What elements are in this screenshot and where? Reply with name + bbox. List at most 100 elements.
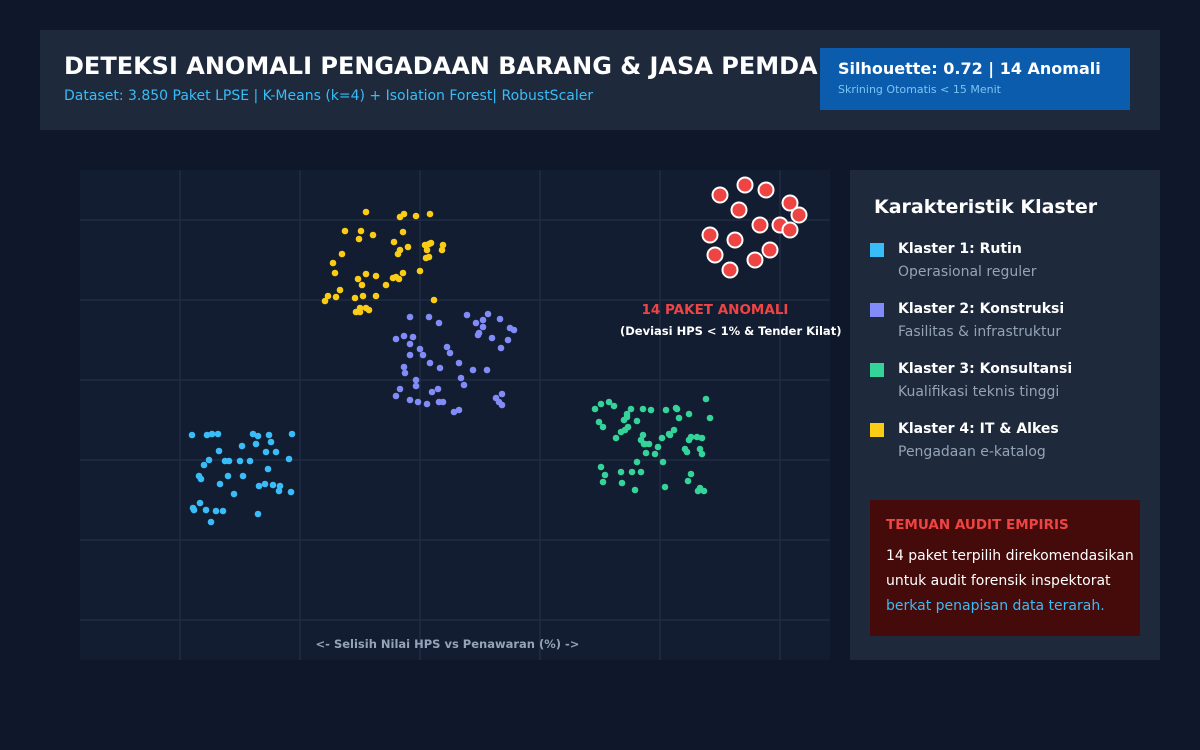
cluster-swatch [870,423,884,437]
data-point [647,406,655,414]
data-point [683,448,691,456]
data-point [406,396,414,404]
cluster-item-it-alkes: Klaster 4: IT & Alkes Pengadaan e-katalo… [870,420,1150,470]
data-point [662,406,670,414]
anomaly-point [751,216,769,234]
data-point [332,293,340,301]
data-point [329,259,337,267]
data-point [597,463,605,471]
data-point [434,385,442,393]
data-point [419,351,427,359]
data-point [324,292,332,300]
data-point [189,504,197,512]
data-point [438,246,446,254]
data-point [208,430,216,438]
data-point [392,335,400,343]
data-point [212,507,220,515]
data-point [285,455,293,463]
data-point [661,483,669,491]
data-point [637,468,645,476]
data-points [188,176,808,526]
data-point [610,402,618,410]
data-point [426,359,434,367]
data-point [641,440,649,448]
data-point [416,345,424,353]
anomaly-point [701,226,719,244]
data-point [414,398,422,406]
cluster-swatch [870,303,884,317]
data-point [670,426,678,434]
audit-highlight: berkat penapisan data terarah. [886,598,1105,614]
cluster-desc: Kualifikasi teknis tinggi [898,384,1060,400]
data-point [685,436,693,444]
data-point [238,442,246,450]
data-point [412,212,420,220]
data-point [287,488,295,496]
data-point [425,253,433,261]
data-point [400,363,408,371]
data-point [382,281,390,289]
data-point [389,274,397,282]
data-point [369,231,377,239]
data-point [355,235,363,243]
data-point [406,351,414,359]
data-point [654,443,662,451]
anomaly-point [736,176,754,194]
data-point [338,250,346,258]
data-point [428,388,436,396]
anomaly-point [730,201,748,219]
data-point [591,405,599,413]
cluster-item-rutin: Klaster 1: Rutin Operasional reguler [870,240,1150,290]
cluster-desc: Fasilitas & infrastruktur [898,324,1062,340]
data-point [416,267,424,275]
data-point [423,246,431,254]
data-point [425,313,433,321]
data-point [685,410,693,418]
data-point [205,456,213,464]
data-point [460,381,468,389]
data-point [446,349,454,357]
data-point [698,434,706,442]
data-point [203,431,211,439]
data-point [595,418,603,426]
data-point [601,471,609,479]
data-point [254,432,262,440]
data-point [687,470,695,478]
data-point [400,332,408,340]
data-point [642,449,650,457]
data-point [261,480,269,488]
anomaly-label: 14 PAKET ANOMALI [641,302,789,318]
data-point [631,486,639,494]
cluster-item-konstruksi: Klaster 2: Konstruksi Fasilitas & infras… [870,300,1150,350]
data-point [362,208,370,216]
data-point [365,306,373,314]
data-point [436,364,444,372]
anomaly-point [746,251,764,269]
data-point [246,457,254,465]
data-point [406,313,414,321]
data-point [406,340,414,348]
cluster-name: Klaster 2: Konstruksi [898,301,1065,317]
data-point [633,417,641,425]
data-point [412,382,420,390]
data-point [321,297,329,305]
data-point [639,431,647,439]
data-point [197,475,205,483]
data-point [463,311,471,319]
data-point [702,395,710,403]
data-point [498,390,506,398]
cluster-name: Klaster 3: Konsultansi [898,361,1073,377]
data-point [356,304,364,312]
data-point [506,324,514,332]
data-point [207,518,215,526]
data-point [200,461,208,469]
metric-sub: Skrining Otomatis < 15 Menit [838,83,1001,96]
anomaly-point [721,261,739,279]
data-point [362,270,370,278]
page-title: DETEKSI ANOMALI PENGADAAN BARANG & JASA … [64,52,818,80]
anomaly-point [790,206,808,224]
cluster-name: Klaster 1: Rutin [898,241,1022,257]
metric-main: Silhouette: 0.72 | 14 Anomali [838,59,1101,78]
data-point [457,374,465,382]
data-point [496,315,504,323]
